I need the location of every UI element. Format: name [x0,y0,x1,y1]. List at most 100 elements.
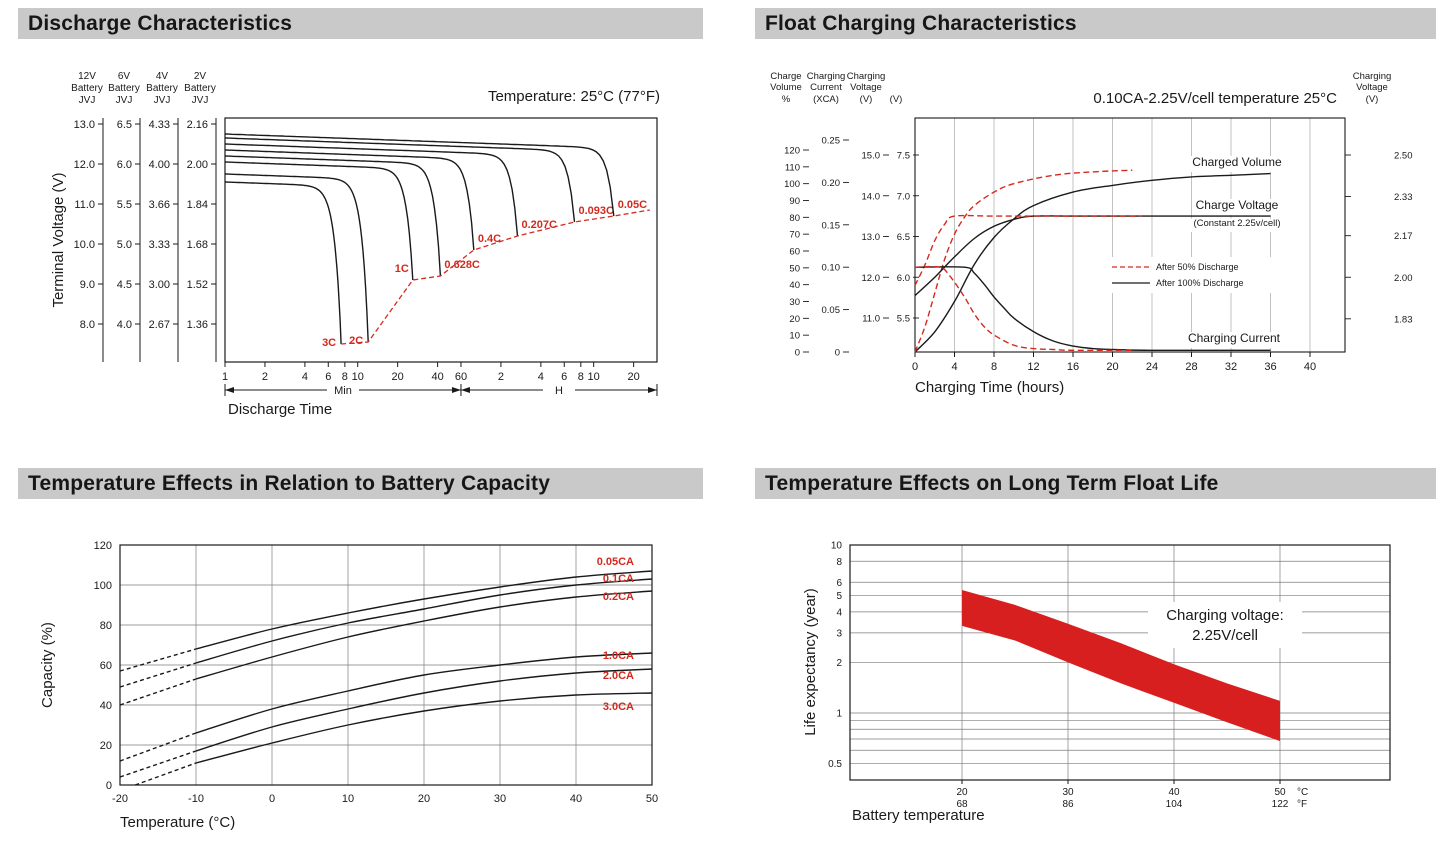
tick-label: 1 [836,709,842,720]
y-axis-title: Charging [1353,71,1392,82]
curve-label: 2C [349,335,363,347]
tick-label: 60 [100,660,112,672]
tick-label-celsius: 50 [1274,787,1286,798]
legend-label: After 50% Discharge [1156,262,1239,272]
tick-label: 6 [325,371,331,383]
tick-label: 10 [831,541,843,552]
tick-label: 2.17 [1394,231,1413,242]
tick-label: 4 [836,607,842,618]
legend-bg [1104,257,1296,293]
tick-label: 32 [1225,361,1237,373]
tick-label: 4 [951,361,957,373]
section-title-float-charging: Float Charging Characteristics [765,11,1077,35]
plot-border [849,544,1391,781]
y-scale-title: Battery [184,83,216,94]
y-scale-title: JVJ [192,95,209,106]
tick-label: -20 [112,793,128,805]
curve-label: 3C [322,337,336,349]
tick-label: 11.0 [74,199,95,211]
x-axis-label: Battery temperature [852,807,985,824]
tick-label: 1 [222,371,228,383]
charged-volume-after-100-curve [914,172,1271,353]
tick-label: 15.0 [862,151,881,162]
tick-label-fahrenheit: 104 [1166,799,1183,810]
y-scale-title: 2V [194,71,207,82]
section-header-temp-capacity: Temperature Effects in Relation to Batte… [18,468,703,499]
y-axis-label: Life expectancy (year) [802,588,819,736]
curve-label: 0.2CA [603,591,634,603]
tick-label: 0.05 [822,305,841,316]
tick-label: 80 [100,620,112,632]
tick-label: 1.52 [187,279,208,291]
charging-voltage-annotation: 2.25V/cell [1192,627,1258,644]
tick-label: 1.83 [1394,314,1413,325]
tick-label: 2.33 [1394,192,1413,203]
discharge-curve-2C [225,173,369,343]
plot-border [914,117,1346,353]
tick-label: 8 [991,361,997,373]
tick-label-celsius: 40 [1168,787,1180,798]
x-axis-label: Discharge Time [228,401,332,418]
2.0CA-curve [195,668,653,752]
section-title-discharge: Discharge Characteristics [28,11,293,35]
1.0CA-dashed-segment [119,732,197,762]
tick-label: 3.66 [149,199,170,211]
arrowhead-icon [451,387,461,393]
curve-label: 2.0CA [603,670,634,682]
tick-label: 2.16 [187,119,208,131]
y-axis-label: Capacity (%) [39,622,56,708]
y-axis-unit: (V) [860,94,873,105]
discharge-curve-1C [224,161,414,281]
charging-current-after-50-curve [914,265,1133,352]
tick-label: 8 [836,557,842,568]
tick-label: 6.0 [897,273,910,284]
tick-label: 2.67 [149,319,170,331]
tick-label: 2 [836,658,842,669]
x-axis-label: Temperature (°C) [120,814,235,831]
tick-label: 8 [578,371,584,383]
tick-label: 40 [1304,361,1316,373]
tick-label: 60 [455,371,467,383]
annotation-bg [1190,156,1284,172]
tick-label: 20 [418,793,430,805]
y-scale-title: 6V [118,71,131,82]
tick-label: 5.5 [117,199,132,211]
plot-border [119,544,653,786]
charging-voltage-annotation: Charging voltage: [1166,607,1284,624]
tick-label: 90 [789,196,800,207]
tick-label: 11.0 [862,314,880,325]
y-axis-title: Charging [847,71,886,82]
0.05CA-dashed-segment [119,648,197,672]
y-axis-unit: (V) [890,94,903,105]
tick-label: 3.00 [149,279,170,291]
tick-label: 30 [789,297,800,308]
time-unit-label: Min [334,385,352,397]
tick-label: 110 [785,162,800,173]
tick-label: 5.5 [897,314,910,325]
tick-label: 4.33 [149,119,170,131]
tick-label: 0.25 [822,136,841,147]
tick-label: 1.68 [187,239,208,251]
temperature-note: Temperature: 25°C (77°F) [488,88,660,105]
tick-label: 3.33 [149,239,170,251]
tick-label-fahrenheit: 122 [1272,799,1289,810]
tick-label: 0.10 [822,263,841,274]
tick-label: 0 [106,780,112,792]
tick-label: 2 [262,371,268,383]
tick-label: 12.0 [74,159,95,171]
tick-label: 10 [789,331,800,342]
y-axis-title: Voltage [1356,82,1388,93]
y-axis-title: Current [810,82,842,93]
curve-label: 0.207C [522,219,558,231]
tick-label: 0 [269,793,275,805]
tick-label: 5.0 [117,239,132,251]
tick-label: 20 [789,314,800,325]
section-title-float-life: Temperature Effects on Long Term Float L… [765,471,1219,495]
0.05CA-curve [195,570,653,650]
tick-label: 40 [100,700,112,712]
tick-label: 28 [1185,361,1197,373]
charge-voltage-after-50-curve [914,214,1143,286]
tick-label: 8 [342,371,348,383]
